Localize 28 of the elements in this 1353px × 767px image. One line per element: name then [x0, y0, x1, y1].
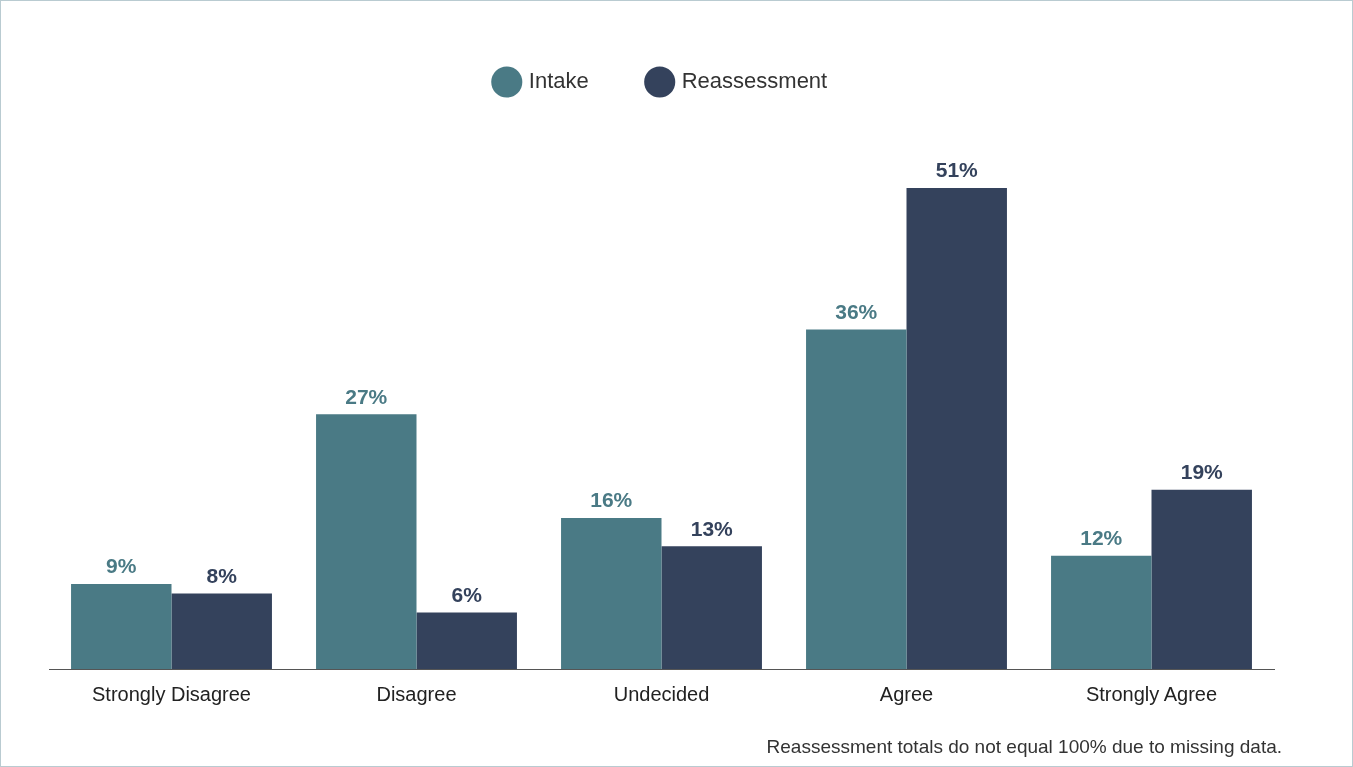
legend-label: Reassessment — [681, 68, 828, 94]
data-label: 9% — [106, 554, 137, 578]
x-tick-label: Strongly Disagree — [92, 682, 251, 705]
data-label: 16% — [590, 488, 633, 512]
bar — [806, 329, 907, 669]
x-tick-label: Strongly Agree — [1085, 682, 1218, 705]
bar — [1051, 555, 1152, 669]
data-label: 27% — [345, 384, 388, 408]
bar — [1151, 489, 1252, 669]
x-tick-label: Agree — [879, 682, 934, 705]
text: Reassessment totals do not equal 100% due to missing data. — [766, 736, 1282, 758]
bar — [416, 612, 517, 669]
x-tick-label: Undecided — [613, 682, 710, 705]
x-tick-label: Disagree — [376, 682, 457, 705]
data-label: 51% — [935, 158, 979, 182]
bar — [316, 414, 417, 669]
data-label: 13% — [690, 516, 734, 540]
bar — [661, 546, 762, 669]
bar — [171, 593, 272, 669]
data-label: 36% — [835, 299, 878, 323]
bar — [906, 187, 1007, 669]
data-label: 19% — [1180, 460, 1224, 484]
legend-label: Intake — [528, 68, 589, 94]
data-label: 12% — [1080, 526, 1123, 550]
bar — [71, 584, 172, 669]
data-label: 6% — [451, 582, 483, 606]
data-label: 8% — [206, 563, 238, 587]
bar — [561, 518, 662, 669]
